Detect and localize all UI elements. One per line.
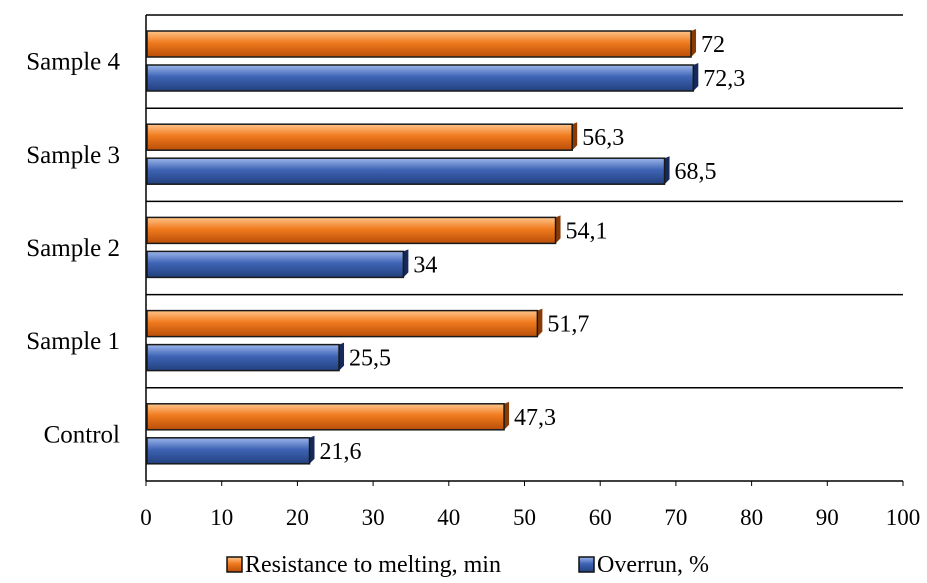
bar	[146, 64, 695, 92]
category-label: Sample 4	[26, 49, 120, 76]
x-tick-label: 100	[886, 505, 921, 530]
x-axis-ticks: 0 10 20 30 40 50 60 70 80 90 100	[140, 481, 920, 530]
data-label: 34	[413, 252, 437, 278]
x-tick-label: 50	[513, 505, 536, 530]
bar	[146, 437, 311, 465]
x-tick-label: 20	[286, 505, 309, 530]
x-tick-label: 30	[362, 505, 385, 530]
legend-swatch	[578, 556, 595, 573]
data-label: 72	[701, 32, 725, 58]
bars-group: 47,3 21,6 51,7 25,5 54,1 34 56,3 68,5 72 72,3	[146, 29, 745, 465]
x-tick-label: 70	[664, 505, 687, 530]
bar	[146, 250, 405, 279]
data-label: 68,5	[675, 159, 717, 185]
legend-label: Overrun, %	[597, 552, 709, 578]
bar	[146, 309, 539, 338]
x-tick-label: 90	[816, 505, 839, 530]
legend-swatch	[226, 556, 243, 573]
bar	[146, 343, 340, 372]
bar	[146, 403, 505, 431]
x-tick-label: 40	[437, 505, 460, 530]
data-label: 54,1	[566, 218, 608, 244]
x-tick-label: 10	[210, 505, 233, 530]
data-label: 47,3	[514, 405, 556, 431]
bar	[146, 216, 557, 245]
bar	[146, 30, 692, 58]
category-label: Control	[44, 421, 120, 448]
legend: Resistance to melting, min Overrun, %	[226, 552, 709, 578]
bar	[146, 157, 666, 185]
category-label: Sample 2	[26, 235, 120, 262]
data-label: 25,5	[349, 346, 391, 372]
x-tick-label: 60	[589, 505, 612, 530]
plot-area	[145, 14, 903, 482]
category-label: Sample 3	[26, 142, 120, 169]
data-label: 56,3	[582, 125, 624, 151]
bar	[146, 123, 573, 151]
x-tick-label: 0	[140, 505, 152, 530]
data-label: 51,7	[547, 312, 589, 338]
legend-label: Resistance to melting, min	[245, 552, 501, 578]
data-label: 21,6	[320, 439, 362, 465]
category-label: Sample 1	[26, 328, 120, 355]
y-axis-categories: Control Sample 1 Sample 2 Sample 3 Sample 4	[26, 49, 120, 449]
data-label: 72,3	[703, 66, 745, 92]
x-tick-label: 80	[740, 505, 763, 530]
